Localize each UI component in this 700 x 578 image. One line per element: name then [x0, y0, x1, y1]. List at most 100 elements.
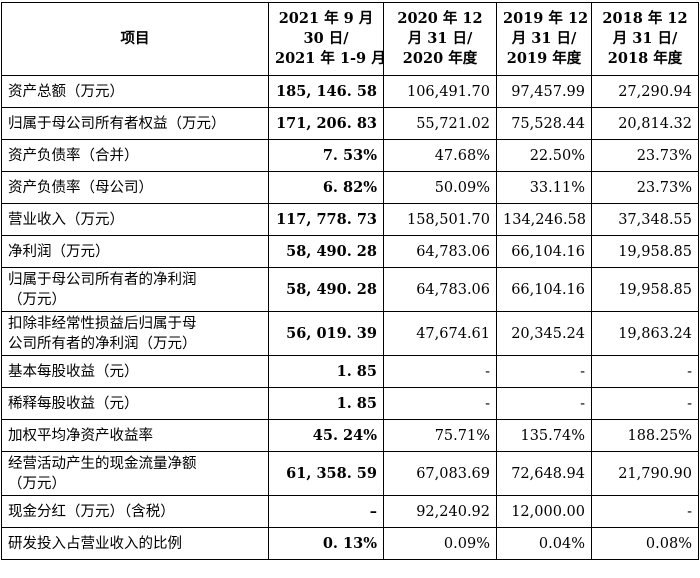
- value-cell: 6. 82%: [268, 171, 384, 204]
- value-cell: 72,648.94: [496, 451, 592, 496]
- text-line: 项目: [120, 30, 150, 47]
- text-line: 研发投入占营业收入的比例: [8, 535, 182, 552]
- table-row: 扣除非经常性损益后归属于母 公司所有者的净利润（万元） 56, 019. 39 47,…: [1, 311, 699, 356]
- value-cell: 20,814.32: [591, 107, 699, 140]
- value-cell: 75,528.44: [496, 107, 592, 140]
- row-label: 资产总额（万元）: [1, 75, 269, 108]
- value-cell: 66,104.16: [496, 267, 592, 312]
- value-cell: -: [383, 355, 497, 388]
- text-line: 扣除非经常性损益后归属于母: [8, 315, 197, 332]
- value-cell: 45. 24%: [268, 419, 384, 452]
- table-row: 基本每股收益（元） 1. 85- - -: [1, 355, 699, 388]
- header-cell: 项目: [1, 2, 269, 76]
- value-cell: 64,783.06: [383, 267, 497, 312]
- table-row: 资产总额（万元） 185, 146. 58 106,491.70 97,457.99 2…: [1, 75, 699, 108]
- value-cell: 55,721.02: [383, 107, 497, 140]
- text-line: 2019 年度: [506, 50, 582, 67]
- text-line: 归属于母公司所有者权益（万元）: [8, 115, 226, 132]
- value-cell: 188.25%: [591, 419, 699, 452]
- financial-table: 项目 2021 年 9 月 30 日/2021 年 1-9 月 2020 年 12 月 …: [1, 2, 699, 560]
- text-line: 现金分红（万元）（含税）: [8, 503, 175, 520]
- value-cell: 23.73%: [591, 171, 699, 204]
- table-row: 加权平均净资产收益率 45. 24% 75.71% 135.74% 188.25%: [1, 419, 699, 452]
- header-row: 项目 2021 年 9 月 30 日/2021 年 1-9 月 2020 年 12 月 …: [1, 2, 699, 76]
- value-cell: 19,958.85: [591, 267, 699, 312]
- row-label: 加权平均净资产收益率: [1, 419, 269, 452]
- table-row: 资产负债率（合并） 7. 53% 47.68% 22.50% 23.73%: [1, 139, 699, 172]
- text-line: 月 31 日/: [407, 30, 473, 47]
- value-cell: 135.74%: [496, 419, 592, 452]
- value-cell: 67,083.69: [383, 451, 497, 496]
- value-cell: 75.71%: [383, 419, 497, 452]
- text-line: （万元）: [8, 475, 66, 492]
- text-line: 资产总额（万元）: [8, 83, 124, 100]
- row-label: 资产负债率（合并）: [1, 139, 269, 172]
- value-cell: 185, 146. 58: [268, 75, 384, 108]
- row-label: 营业收入（万元）: [1, 203, 269, 236]
- text-line: 归属于母公司所有者的净利润: [8, 271, 197, 288]
- value-cell: 158,501.70: [383, 203, 497, 236]
- value-cell: 19,863.24: [591, 311, 699, 356]
- table-row: 经营活动产生的现金流量净额 （万元） 61, 358. 59 67,083.69 72,…: [1, 451, 699, 496]
- row-label: 归属于母公司所有者的净利润 （万元）: [1, 267, 269, 312]
- text-line: 2018 年度: [607, 50, 683, 67]
- value-cell: 20,345.24: [496, 311, 592, 356]
- row-label: 稀释每股收益（元）: [1, 387, 269, 420]
- value-cell: 1. 85: [268, 355, 384, 388]
- text-line: 稀释每股收益（元）: [8, 395, 139, 412]
- value-cell: 0.09%: [383, 527, 497, 560]
- text-line: 资产负债率（合并）: [8, 147, 139, 164]
- value-cell: 0.08%: [591, 527, 699, 560]
- text-line: 经营活动产生的现金流量净额: [8, 455, 197, 472]
- value-cell: 23.73%: [591, 139, 699, 172]
- value-cell: 117, 778. 73: [268, 203, 384, 236]
- table-row: 资产负债率（母公司） 6. 82% 50.09% 33.11% 23.73%: [1, 171, 699, 204]
- value-cell: 56, 019. 39: [268, 311, 384, 356]
- value-cell: 58, 490. 28: [268, 235, 384, 268]
- table-row: 净利润（万元） 58, 490. 28 64,783.06 66,104.16 19,9…: [1, 235, 699, 268]
- row-label: 基本每股收益（元）: [1, 355, 269, 388]
- value-cell: -: [496, 387, 592, 420]
- value-cell: 27,290.94: [591, 75, 699, 108]
- value-cell: -: [383, 387, 497, 420]
- text-line: 资产负债率（母公司）: [8, 179, 153, 196]
- value-cell: -: [496, 355, 592, 388]
- value-cell: 1. 85: [268, 387, 384, 420]
- value-cell: 92,240.92: [383, 495, 497, 528]
- row-label: 净利润（万元）: [1, 235, 269, 268]
- header-cell: 2018 年 12 月 31 日/2018 年度: [591, 2, 699, 76]
- text-line: 加权平均净资产收益率: [8, 427, 153, 444]
- text-line: 公司所有者的净利润（万元）: [8, 335, 197, 352]
- text-line: 30 日/: [303, 30, 349, 47]
- value-cell: 19,958.85: [591, 235, 699, 268]
- text-line: 2021 年 9 月: [278, 10, 374, 27]
- row-label: 经营活动产生的现金流量净额 （万元）: [1, 451, 269, 496]
- value-cell: -: [591, 355, 699, 388]
- table-row: 归属于母公司所有者权益（万元） 171, 206. 83 55,721.02 75,5…: [1, 107, 699, 140]
- value-cell: 106,491.70: [383, 75, 497, 108]
- value-cell: 97,457.99: [496, 75, 592, 108]
- value-cell: 47,674.61: [383, 311, 497, 356]
- value-cell: 21,790.90: [591, 451, 699, 496]
- value-cell: 58, 490. 28: [268, 267, 384, 312]
- text-line: 2021 年 1-9 月: [275, 50, 386, 67]
- text-line: 2019 年 12: [503, 10, 589, 27]
- row-label: 扣除非经常性损益后归属于母 公司所有者的净利润（万元）: [1, 311, 269, 356]
- value-cell: 37,348.55: [591, 203, 699, 236]
- table-row: 营业收入（万元） 117, 778. 73 158,501.70 134,246.58…: [1, 203, 699, 236]
- value-cell: 61, 358. 59: [268, 451, 384, 496]
- value-cell: 50.09%: [383, 171, 497, 204]
- text-line: 月 31 日/: [612, 30, 678, 47]
- value-cell: 33.11%: [496, 171, 592, 204]
- value-cell: 47.68%: [383, 139, 497, 172]
- row-label: 研发投入占营业收入的比例: [1, 527, 269, 560]
- table-body: 资产总额（万元） 185, 146. 58 106,491.70 97,457.99 2…: [1, 75, 699, 560]
- value-cell: 64,783.06: [383, 235, 497, 268]
- text-line: （万元）: [8, 291, 66, 308]
- header-cell: 2020 年 12 月 31 日/2020 年度: [383, 2, 497, 76]
- header-cell: 2019 年 12 月 31 日/2019 年度: [496, 2, 592, 76]
- value-cell: 171, 206. 83: [268, 107, 384, 140]
- value-cell: 22.50%: [496, 139, 592, 172]
- value-cell: 0.04%: [496, 527, 592, 560]
